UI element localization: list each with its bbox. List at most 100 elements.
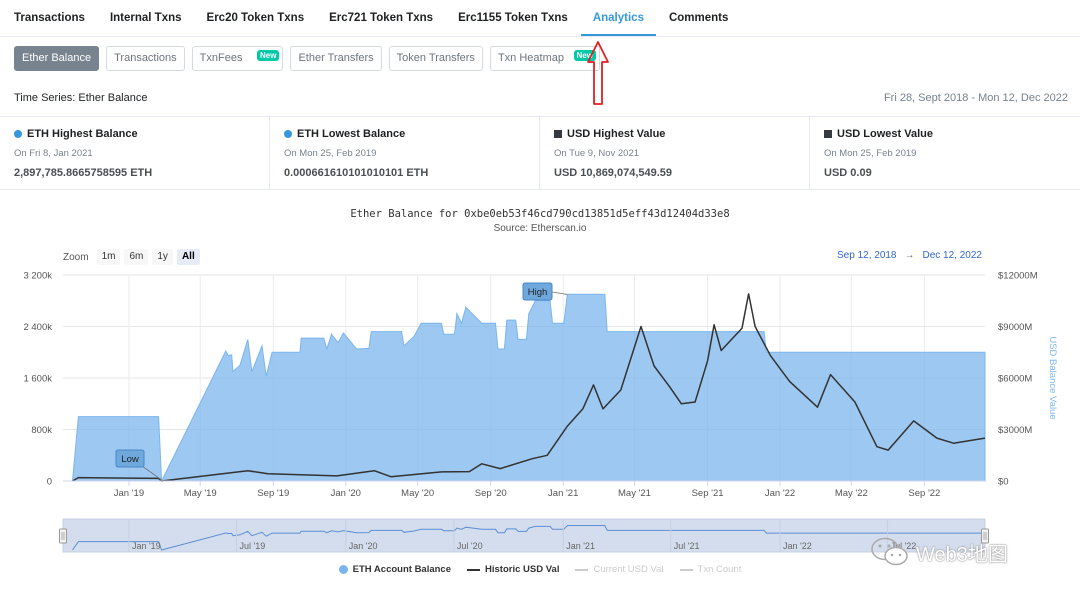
analytics-subtabs: Ether Balance Transactions TxnFees New Et… [14, 46, 607, 71]
navigator-tick-label: Jan '21 [566, 541, 595, 551]
eth-balance-area [71, 293, 986, 482]
zoom-1m-button[interactable]: 1m [96, 249, 121, 265]
square-marker-icon [554, 130, 562, 138]
x-tick-label: Sep '19 [257, 488, 289, 499]
y-right-tick-label: $6000M [998, 374, 1032, 385]
new-badge: New [257, 50, 280, 61]
zoom-6m-button[interactable]: 6m [124, 249, 149, 265]
tab-erc20-token-txns[interactable]: Erc20 Token Txns [206, 12, 305, 24]
stat-date: On Tue 9, Nov 2021 [554, 148, 640, 159]
y-right-tick-label: $12000M [998, 271, 1038, 282]
stat-value: USD 0.09 [824, 167, 872, 179]
subtab-ether-transfers[interactable]: Ether Transfers [290, 46, 382, 71]
range-selector: Sep 12, 2018 → Dec 12, 2022 [837, 250, 982, 261]
x-tick-label: Jan '20 [331, 488, 361, 499]
tab-internal-txns[interactable]: Internal Txns [109, 12, 182, 24]
high-annotation-label: High [528, 287, 548, 298]
subtab-txnfees[interactable]: TxnFees New [191, 46, 284, 71]
chart-title: Ether Balance for 0xbe0eb53f46cd790cd138… [350, 208, 730, 220]
x-tick-label: May '20 [401, 488, 434, 499]
stat-value: 2,897,785.8665758595 ETH [14, 167, 153, 179]
range-from-input[interactable]: Sep 12, 2018 [837, 250, 897, 261]
low-annotation-box [115, 449, 145, 468]
subtab-transactions[interactable]: Transactions [106, 46, 185, 71]
zoom-all-button[interactable]: All [176, 249, 200, 265]
subtab-label: Ether Transfers [298, 52, 374, 64]
chart-series [71, 293, 986, 482]
subtab-txn-heatmap[interactable]: Txn Heatmap New [489, 46, 600, 71]
stat-title: ETH Highest Balance [14, 128, 255, 140]
x-tick-label: May '19 [184, 488, 217, 499]
balance-stats: ETH Highest Balance On Fri 8, Jan 2021 2… [0, 116, 1080, 190]
low-annotation-label: Low [121, 454, 139, 465]
legend-dot-icon [338, 565, 348, 574]
tab-erc721-token-txns[interactable]: Erc721 Token Txns [329, 12, 434, 24]
circle-marker-icon [284, 130, 292, 138]
navigator-left-handle[interactable] [59, 528, 67, 544]
legend-line-icon [575, 568, 589, 571]
new-badge: New [573, 50, 596, 61]
arrow-annotation-icon [587, 41, 609, 105]
tab-analytics[interactable]: Analytics [580, 0, 656, 36]
x-tick-label: Jan '19 [114, 488, 144, 499]
chart-grid [63, 274, 985, 482]
wechat-logo-icon [871, 537, 908, 566]
stat-usd-lowest-value: USD Lowest Value On Mon 25, Feb 2019 USD… [810, 117, 1080, 189]
subtab-ether-balance[interactable]: Ether Balance [14, 46, 100, 71]
subtab-label: Transactions [114, 52, 177, 64]
x-tick-label: Jan '21 [548, 488, 578, 499]
y-right-tick-label: $9000M [998, 322, 1032, 333]
subtab-label: TxnFees [199, 52, 243, 64]
chart-legend: ETH Account Balance Historic USD Val Cur… [0, 564, 1080, 575]
chart-subtitle: Source: Etherscan.io [493, 223, 587, 234]
y-left-tick-label: 2 400k [23, 322, 52, 333]
square-marker-icon [824, 130, 832, 138]
navigator-tick-label: Jan '22 [783, 541, 812, 551]
legend-eth-account-balance[interactable]: ETH Account Balance [338, 564, 451, 575]
chart-annotations: High Low [115, 282, 568, 481]
x-tick-label: Jan '22 [765, 488, 795, 499]
y-right-tick-label: $3000M [998, 425, 1032, 436]
subtab-label: Txn Heatmap [497, 52, 564, 64]
navigator-tick-label: Jul '19 [239, 541, 265, 551]
x-tick-label: May '21 [618, 488, 651, 499]
legend-current-usd-val[interactable]: Current USD Val [575, 564, 664, 575]
stat-title-text: USD Highest Value [567, 128, 666, 140]
zoom-1y-button[interactable]: 1y [152, 249, 173, 265]
chart-axes: 0 800k 1 600k 2 400k 3 200k $0 $3000M $6000M $90… [23, 271, 1058, 500]
tab-comments[interactable]: Comments [668, 12, 729, 24]
high-annotation-connector [551, 291, 568, 295]
stat-title-text: ETH Lowest Balance [297, 128, 406, 140]
x-tick-label: Sep '21 [692, 488, 724, 499]
legend-line-icon [467, 568, 481, 571]
navigator-tick-label: Jan '19 [132, 541, 161, 551]
tab-erc1155-token-txns[interactable]: Erc1155 Token Txns [458, 12, 568, 24]
navigator-tick-label: Jan '20 [349, 541, 378, 551]
stat-date: On Mon 25, Feb 2019 [284, 148, 377, 159]
wechat-watermark: Web3地图 [870, 536, 1008, 568]
legend-label: Txn Count [697, 564, 742, 575]
high-annotation-box [522, 282, 553, 301]
stat-eth-lowest-balance: ETH Lowest Balance On Mon 25, Feb 2019 0… [270, 117, 540, 189]
legend-label: Historic USD Val [485, 564, 560, 575]
legend-line-icon [679, 568, 693, 571]
y-left-tick-label: 1 600k [23, 374, 52, 385]
legend-historic-usd-val[interactable]: Historic USD Val [467, 564, 559, 575]
navigator-tick-label: Jul '21 [674, 541, 700, 551]
stat-title-text: ETH Highest Balance [27, 128, 138, 140]
range-to-input[interactable]: Dec 12, 2022 [922, 250, 983, 261]
subtab-token-transfers[interactable]: Token Transfers [388, 46, 483, 71]
tab-transactions[interactable]: Transactions [14, 12, 85, 24]
navigator-tick-label: Jul '20 [457, 541, 483, 551]
usd-value-line [72, 293, 986, 482]
low-annotation-connector [141, 465, 162, 481]
range-arrow-icon: → [904, 250, 915, 261]
navigator-mask [62, 518, 986, 553]
stat-title-text: USD Lowest Value [837, 128, 933, 140]
x-tick-label: May '22 [835, 488, 868, 499]
subtab-label: Ether Balance [22, 52, 92, 64]
main-tabs: Transactions Internal Txns Erc20 Token T… [0, 0, 1080, 37]
legend-txn-count[interactable]: Txn Count [679, 564, 742, 575]
time-series-range: Fri 28, Sept 2018 - Mon 12, Dec 2022 [883, 92, 1068, 104]
